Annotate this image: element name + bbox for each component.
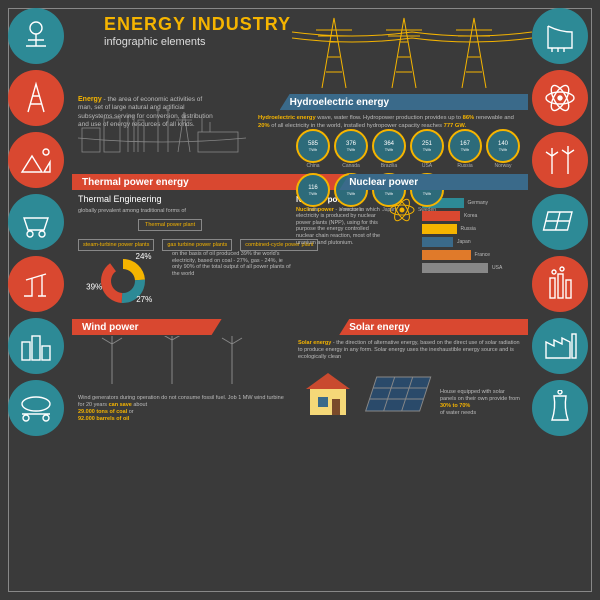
solar-section: Solar energy Solar energy - the directio… <box>292 318 528 448</box>
nuclear-section: 585TWhChina376TWhCanada364TWhBrazilia251… <box>292 173 528 313</box>
nuclear-bar: USA <box>422 263 525 273</box>
header: ENERGY INDUSTRY infographic elements <box>72 8 528 88</box>
industrial-scene <box>78 98 246 154</box>
solar-box-text: House equipped with solar panels on thei… <box>440 389 522 418</box>
hydro-bubble: 585TWh <box>296 129 330 163</box>
mining-icon <box>8 132 64 188</box>
page-title: ENERGY INDUSTRY <box>104 14 291 35</box>
thermal-child: gas turbine power plants <box>162 239 232 251</box>
content: ENERGY INDUSTRY infographic elements Ene… <box>72 8 528 592</box>
icon-column-right <box>532 8 592 592</box>
nuclear-bar: France <box>422 250 525 260</box>
donut-chart: 24% 27% 39% <box>78 251 168 311</box>
hydro-bubble: 376TWh <box>334 129 368 163</box>
valve-icon <box>8 8 64 64</box>
wind-text: Wind generators during operation do not … <box>72 391 292 428</box>
donut-text: on the basis of oil produced 39% the wor… <box>172 251 292 277</box>
derrick-icon <box>8 70 64 126</box>
pylons-illustration <box>292 12 532 88</box>
thermal-child: steam-turbine power plants <box>78 239 154 251</box>
hydro-bubble: 251TWh <box>410 129 444 163</box>
hydro-banner: Hydroelectric energy <box>252 94 528 110</box>
hydro-bubble: 364TWh <box>372 129 406 163</box>
tank-car-icon <box>8 380 64 436</box>
solar-panels-icon <box>532 194 588 250</box>
house-icon <box>298 367 358 417</box>
cooling-tower-icon <box>532 380 588 436</box>
city-icon <box>8 318 64 374</box>
page-subtitle: infographic elements <box>104 36 206 48</box>
hydro-bubble: 167TWh <box>448 129 482 163</box>
dam-icon <box>532 8 588 64</box>
icon-column-left <box>8 8 68 592</box>
pumpjack-icon <box>8 256 64 312</box>
svg-text:39%: 39% <box>86 282 102 291</box>
hydro-bubbles: 585TWhChina376TWhCanada364TWhBrazilia251… <box>292 127 528 215</box>
wind-section: Wind power Wind generators during operat… <box>72 318 292 438</box>
svg-text:27%: 27% <box>136 295 152 304</box>
nuclear-bar: Russia <box>422 224 525 234</box>
smokestacks-icon <box>532 256 588 312</box>
hydro-bubble: 140TWh <box>486 129 520 163</box>
coal-cart-icon <box>8 194 64 250</box>
atom-icon <box>532 70 588 126</box>
wind-turbines-icon <box>532 132 588 188</box>
wind-turbines-illustration <box>72 336 282 386</box>
nuclear-bar: Japan <box>422 237 525 247</box>
svg-text:24%: 24% <box>136 252 152 261</box>
factory-icon <box>532 318 588 374</box>
solar-panel-icon <box>364 373 434 417</box>
solar-text: Solar energy - the direction of alternat… <box>292 336 528 365</box>
